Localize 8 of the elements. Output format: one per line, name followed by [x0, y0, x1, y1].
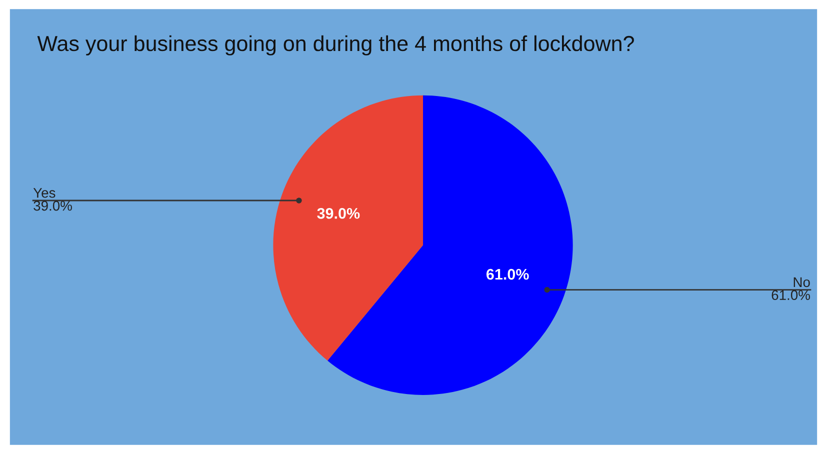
- pie-slice: [273, 95, 424, 361]
- data-label: 61.0%: [486, 268, 529, 280]
- data-label: 39.0%: [317, 208, 360, 219]
- text: 39.0%: [34, 200, 72, 211]
- chart-title: Was your business going on during the 4 months of lockdown?: [37, 35, 634, 56]
- slice-label: No: [794, 277, 810, 288]
- slice-label: Yes: [33, 188, 56, 198]
- text: 61.0%: [772, 290, 810, 300]
